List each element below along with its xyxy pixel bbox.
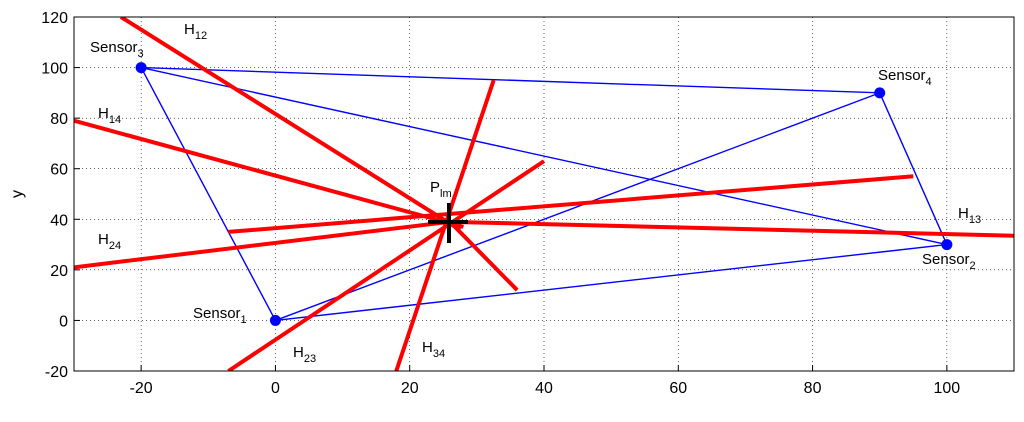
hyperbola-line [448, 220, 519, 292]
sensor-link [140, 67, 277, 321]
sensor-link [879, 92, 948, 245]
hyperbola-line [119, 17, 462, 232]
x-tick-label: 60 [669, 380, 687, 397]
sensor-link [141, 66, 880, 94]
x-tick-label: 100 [934, 380, 961, 397]
annotation: H13 [958, 205, 981, 226]
x-tick-label: 80 [804, 380, 822, 397]
y-tick-label: 0 [59, 313, 68, 330]
annotation: H34 [422, 339, 445, 360]
y-axis-label: y [9, 190, 26, 198]
plot-area [74, 17, 1014, 371]
annotation: Sensor3 [90, 39, 144, 60]
sensor [874, 87, 886, 99]
x-tick-label: -20 [130, 380, 153, 397]
sensor-link [275, 92, 880, 322]
x-tick-label: 0 [271, 380, 280, 397]
y-tick-label: 60 [50, 162, 68, 179]
sensor [269, 314, 281, 326]
hyperbola-line [228, 174, 914, 234]
y-tick-label: 100 [41, 61, 68, 78]
y-tick-label: 120 [41, 10, 68, 27]
y-tick-label: 20 [50, 263, 68, 280]
y-tick-label: 40 [50, 212, 68, 229]
y-tick-label: -20 [45, 364, 68, 381]
annotation: Sensor1 [193, 305, 247, 326]
x-tick-label: 20 [401, 380, 419, 397]
ticks: -20 0 20 40 60 80 100 -20 0 20 40 60 80 100 120 [41, 10, 960, 397]
hyperbola-line [74, 219, 451, 270]
y-tick-label: 80 [50, 111, 68, 128]
sensor-link [275, 243, 947, 322]
sensor [941, 239, 953, 251]
annotations: Sensor1 Sensor2 Sensor3 Sensor4 H12 H14 … [90, 21, 981, 365]
hyperbola-line [227, 159, 546, 371]
annotation: Sensor4 [878, 67, 932, 88]
crosshair [428, 203, 468, 243]
annotation: H14 [98, 105, 121, 126]
annotation: H24 [98, 231, 121, 252]
x-tick-label: 40 [535, 380, 553, 397]
annotation: H23 [293, 344, 316, 365]
hyperbola-line [449, 219, 1014, 238]
annotation: Sensor2 [922, 251, 976, 272]
annotation: H12 [184, 21, 207, 42]
annotation: Plm [430, 179, 452, 200]
sensor [135, 62, 147, 74]
sensor-link [140, 66, 948, 246]
hyperbola-line [74, 118, 464, 229]
hyperbola-line [394, 79, 496, 371]
